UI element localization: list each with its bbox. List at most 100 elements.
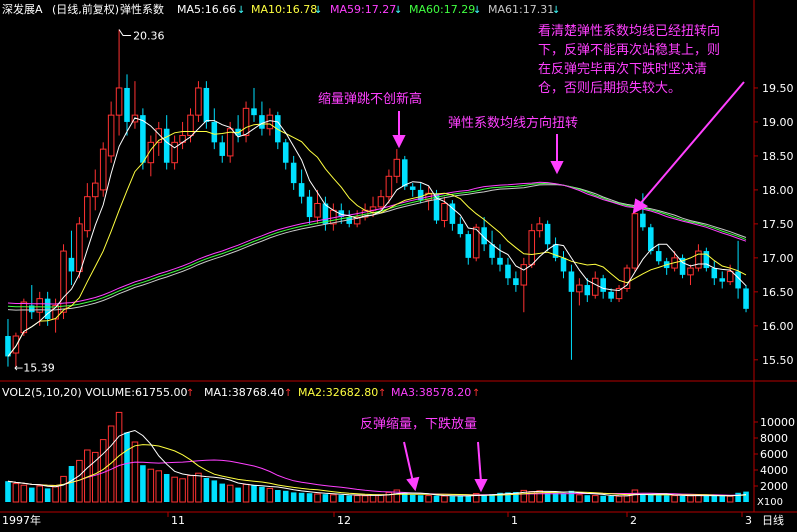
volume-bar bbox=[91, 451, 99, 503]
volume-bar bbox=[465, 495, 472, 502]
volume-bar bbox=[195, 472, 202, 503]
volume-bar bbox=[472, 493, 480, 503]
volume-bar bbox=[425, 495, 432, 503]
volume-bar bbox=[219, 483, 226, 502]
volume-bar bbox=[743, 491, 749, 502]
volume-bar bbox=[671, 495, 678, 503]
volume-bar bbox=[330, 494, 337, 503]
annotation-direction-turn: 弹性系数均线方向扭转 bbox=[448, 115, 578, 131]
candle-body bbox=[219, 142, 226, 156]
candle-body bbox=[433, 193, 440, 221]
volume-bar bbox=[322, 494, 329, 502]
candle-body bbox=[417, 189, 424, 201]
vol-ma5-line bbox=[7, 429, 747, 497]
volume-average-lines bbox=[7, 429, 747, 497]
candle-body bbox=[505, 264, 511, 279]
candle-body bbox=[584, 285, 591, 296]
volume-tick-label: 6000 bbox=[760, 448, 788, 461]
volume-bar bbox=[401, 493, 408, 502]
volume-bar bbox=[68, 466, 75, 502]
volume-bar bbox=[346, 495, 353, 502]
volume-bar bbox=[226, 484, 234, 503]
volume-bar bbox=[275, 490, 281, 502]
volume-bar bbox=[560, 493, 567, 502]
candle-body bbox=[743, 288, 749, 309]
volume-bar bbox=[457, 495, 464, 502]
volume-bar bbox=[353, 495, 361, 503]
candle-body bbox=[115, 87, 123, 116]
price-tick-label: 16.50 bbox=[762, 286, 794, 299]
legend-vol-ma3: MA3:38578.20 bbox=[391, 386, 471, 399]
volume-bar bbox=[520, 489, 528, 503]
candle-body bbox=[171, 141, 178, 164]
arrow-down-icon: ↓ bbox=[237, 5, 245, 16]
annotation-advice-4: 仓，否则后期损失较大。 bbox=[538, 81, 681, 96]
candle-body bbox=[346, 217, 353, 224]
volume-title: VOL2(5,10,20) VOLUME:61755.00 bbox=[2, 386, 187, 399]
volume-bar bbox=[568, 490, 575, 502]
candle-body bbox=[528, 230, 536, 266]
candle-body bbox=[20, 301, 28, 334]
candle-body bbox=[377, 196, 385, 208]
annotation-volume: 反弹缩量，下跌放量 bbox=[360, 416, 477, 432]
candle-body bbox=[513, 278, 519, 286]
volume-bar bbox=[155, 470, 163, 503]
legend-ma10: MA10:16.78 bbox=[251, 3, 317, 16]
low-price-label: ←15.39 bbox=[14, 361, 55, 374]
volume-bar bbox=[235, 487, 241, 502]
volume-bar bbox=[306, 493, 313, 502]
volume-bar bbox=[44, 488, 51, 502]
annotation-advice-1: 看清楚弹性系数均线已经扭转向 bbox=[538, 23, 720, 39]
vol-ma10-line bbox=[7, 444, 747, 497]
legend-ma60: MA60:17.29 bbox=[409, 3, 475, 16]
annotation-shrink-rebound: 缩量弹跳不创新高 bbox=[318, 91, 422, 107]
candle-body bbox=[314, 202, 321, 218]
price-axis: 19.50 19.00 18.50 18.00 17.50 17.00 16.50 16.00… bbox=[754, 82, 794, 367]
candle-body bbox=[266, 114, 274, 130]
date-axis: 1997年 11 12 1 2 3 日线 bbox=[2, 513, 784, 527]
arrow-down-icon: ↓ bbox=[473, 5, 481, 16]
candle-body bbox=[140, 115, 146, 163]
volume-bar bbox=[552, 492, 559, 502]
candle-body bbox=[124, 87, 130, 122]
volume-bar bbox=[679, 496, 686, 502]
volume-bar bbox=[107, 425, 115, 503]
candle-body bbox=[457, 223, 464, 235]
axis-ticks bbox=[167, 512, 743, 517]
legend-ma5: MA5:16.66 bbox=[177, 3, 236, 16]
volume-bar bbox=[505, 492, 511, 502]
candle-body bbox=[726, 270, 734, 283]
axis-label-nov: 11 bbox=[171, 514, 185, 527]
volume-bar bbox=[719, 496, 726, 502]
axis-label-feb: 2 bbox=[630, 514, 637, 527]
volume-bar bbox=[211, 480, 218, 502]
candle-body bbox=[560, 257, 567, 272]
volume-bar bbox=[290, 492, 297, 502]
candle-body bbox=[615, 287, 623, 300]
candle-body bbox=[147, 141, 155, 164]
price-legend: 深发展A (日线,前复权) 弹性系数 MA5:16.66 MA10:16.78 … bbox=[2, 2, 560, 16]
candle-body bbox=[568, 271, 575, 292]
candle-body bbox=[91, 182, 99, 198]
candle-body bbox=[497, 257, 503, 265]
candle-body bbox=[449, 203, 456, 224]
candle-body bbox=[107, 114, 115, 157]
volume-bar bbox=[615, 495, 623, 503]
arrow-up-icon: ↑ bbox=[472, 388, 480, 399]
volume-bar bbox=[655, 495, 662, 502]
candle-body bbox=[282, 142, 289, 163]
volume-bar bbox=[536, 490, 543, 503]
candle-body bbox=[44, 298, 51, 320]
price-tick-label: 16.00 bbox=[762, 320, 794, 333]
candle-body bbox=[52, 304, 59, 320]
candle-body bbox=[259, 115, 265, 129]
volume-bar bbox=[140, 465, 146, 502]
volume-bar bbox=[441, 495, 448, 503]
volume-bar bbox=[640, 494, 646, 502]
volume-bar bbox=[576, 494, 583, 503]
candle-body bbox=[640, 213, 646, 228]
annotation-advice-2: 下，反弹不能再次站稳其上，则 bbox=[538, 42, 720, 58]
axis-label-mar: 3 bbox=[745, 514, 752, 527]
volume-bar bbox=[52, 486, 59, 503]
